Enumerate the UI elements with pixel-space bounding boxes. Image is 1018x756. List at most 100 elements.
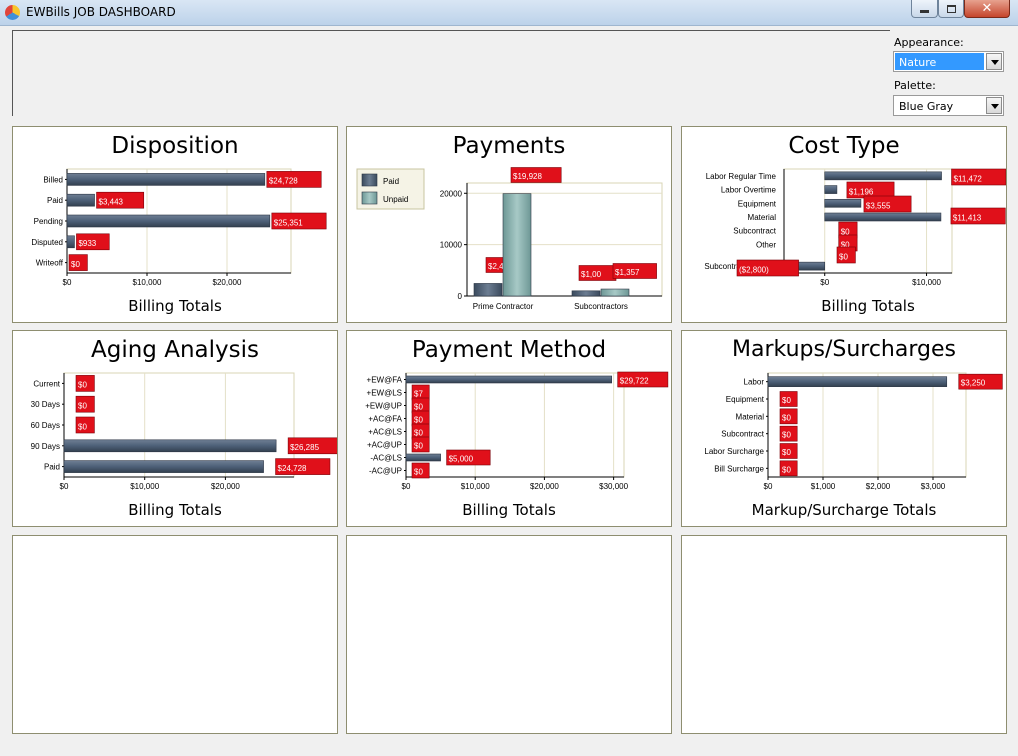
- title-bar[interactable]: EWBills JOB DASHBOARD ✕: [0, 0, 1018, 26]
- panel-title: Cost Type: [788, 133, 900, 159]
- bar-value-label: $3,250: [961, 379, 986, 388]
- bar-value-label: $0: [782, 448, 791, 457]
- bar-value-label: $24,728: [278, 464, 307, 473]
- data-label-box: [779, 425, 798, 442]
- markups-panel: Markups/Surcharges $0 $1,000 $2,000 $3,000 La…: [681, 330, 1007, 527]
- data-label-box: [275, 458, 331, 475]
- category-label: -AC@UP: [369, 467, 402, 476]
- bar-value-label: $1,196: [849, 187, 874, 196]
- minimize-icon: [920, 10, 929, 13]
- x-tick-label: $10,000: [912, 278, 941, 287]
- bar-value-label: $0: [414, 467, 423, 476]
- x-axis-title: Billing Totals: [128, 297, 222, 315]
- category-label: Current: [33, 379, 60, 388]
- bar-value-label: ($2,800): [739, 265, 769, 274]
- payment-method-chart: $0 $10,000 $20,000 $30,000 +EW@FA $29,722 +EW@…: [365, 371, 669, 519]
- data-label-box: [958, 373, 1003, 390]
- empty-panel: [681, 535, 1007, 734]
- bar: [63, 439, 277, 453]
- bar-value-label: $11,413: [953, 213, 982, 222]
- bar: [66, 193, 95, 207]
- bar: [571, 290, 601, 297]
- legend-swatch: [361, 191, 378, 205]
- category-label: +EW@LS: [367, 389, 402, 398]
- category-label: Other: [756, 240, 776, 249]
- category-label: 60 Days: [31, 421, 60, 430]
- bar-value-label: $0: [414, 415, 423, 424]
- legend-swatch: [361, 173, 378, 187]
- chevron-down-icon[interactable]: [986, 97, 1002, 114]
- markups-chart: $0 $1,000 $2,000 $3,000 Labor $3,250 Equipment…: [704, 372, 1003, 519]
- empty-panel: [346, 535, 672, 734]
- x-axis-title: Markup/Surcharge Totals: [752, 501, 937, 519]
- bar-value-label: $0: [782, 413, 791, 422]
- plot-area: [63, 372, 295, 478]
- bar-value-label: $933: [78, 239, 96, 248]
- x-tick-label: $0: [402, 482, 411, 491]
- palette-value: Blue Gray: [899, 100, 954, 113]
- category-label: Subcontract: [733, 227, 776, 236]
- y-tick-label: 10000: [440, 241, 463, 250]
- app-logo-icon: [5, 5, 20, 20]
- data-label-box: [75, 375, 95, 392]
- maximize-button[interactable]: [938, 0, 964, 18]
- x-tick-label: $20,000: [213, 278, 242, 287]
- bar-value-label: $3,555: [866, 201, 891, 210]
- bar: [824, 185, 838, 194]
- category-label: +EW@FA: [367, 376, 403, 385]
- x-tick-label: $0: [820, 278, 829, 287]
- x-tick-label: $0: [60, 482, 69, 491]
- chevron-down-icon[interactable]: [986, 53, 1002, 70]
- bar-value-label: $0: [782, 396, 791, 405]
- panel-title: Markups/Surcharges: [732, 337, 956, 362]
- data-label-box: [411, 436, 430, 453]
- data-label-box: [287, 437, 337, 455]
- bar: [824, 212, 942, 222]
- x-axis-title: Billing Totals: [128, 501, 222, 519]
- category-label: +AC@LS: [368, 428, 402, 437]
- data-label-box: [779, 443, 798, 459]
- category-label: Paid: [47, 196, 63, 205]
- palette-select[interactable]: Blue Gray: [893, 95, 1004, 116]
- minimize-button[interactable]: [911, 0, 938, 18]
- panel-title: Disposition: [111, 133, 239, 159]
- legend-entry: Paid: [383, 177, 399, 186]
- data-label-box: [612, 263, 657, 279]
- legend-entry: Unpaid: [383, 195, 408, 204]
- bar: [66, 235, 75, 249]
- bar: [405, 375, 612, 384]
- bar: [502, 193, 532, 297]
- data-label-box: [950, 207, 1006, 225]
- bar-value-label: $0: [839, 252, 848, 261]
- x-tick-label: $0: [764, 482, 773, 491]
- palette-label: Palette:: [894, 79, 936, 92]
- data-label-box: [68, 254, 88, 271]
- data-label-box: [510, 167, 562, 183]
- aging-analysis-panel: Aging Analysis $0 $10,000 $20,000 Current $0 3…: [12, 330, 338, 527]
- panel-title: Payment Method: [411, 337, 607, 363]
- category-label: +AC@UP: [367, 441, 402, 450]
- data-label-box: [951, 168, 1006, 186]
- category-label: Equipment: [738, 199, 777, 208]
- close-button[interactable]: ✕: [964, 0, 1010, 18]
- empty-panel: [12, 535, 338, 734]
- panel-title: Payments: [452, 133, 566, 159]
- payments-panel: Payments 0 10000 20000 Prime Contractor Subco…: [346, 126, 672, 323]
- plot-area: [767, 372, 967, 478]
- data-label-box: [863, 195, 912, 213]
- category-label: Disputed: [31, 238, 63, 247]
- aging-chart: $0 $10,000 $20,000 Current $0 30 Days $0 60 Day…: [31, 372, 337, 519]
- data-label-box: [836, 246, 856, 264]
- bar-value-label: $3,443: [99, 198, 124, 207]
- appearance-select[interactable]: Nature: [893, 51, 1004, 72]
- bar-value-label: $0: [78, 402, 87, 411]
- data-label-box: [736, 259, 799, 277]
- data-label-box: [779, 391, 798, 407]
- x-tick-label: $2,000: [866, 482, 891, 491]
- x-tick-label: $3,000: [921, 482, 946, 491]
- data-label-box: [75, 416, 95, 434]
- category-label: Subcontractors: [574, 302, 628, 311]
- data-label-box: [76, 233, 110, 251]
- y-tick-label: 20000: [440, 189, 463, 198]
- category-label: Labor Regular Time: [706, 172, 777, 181]
